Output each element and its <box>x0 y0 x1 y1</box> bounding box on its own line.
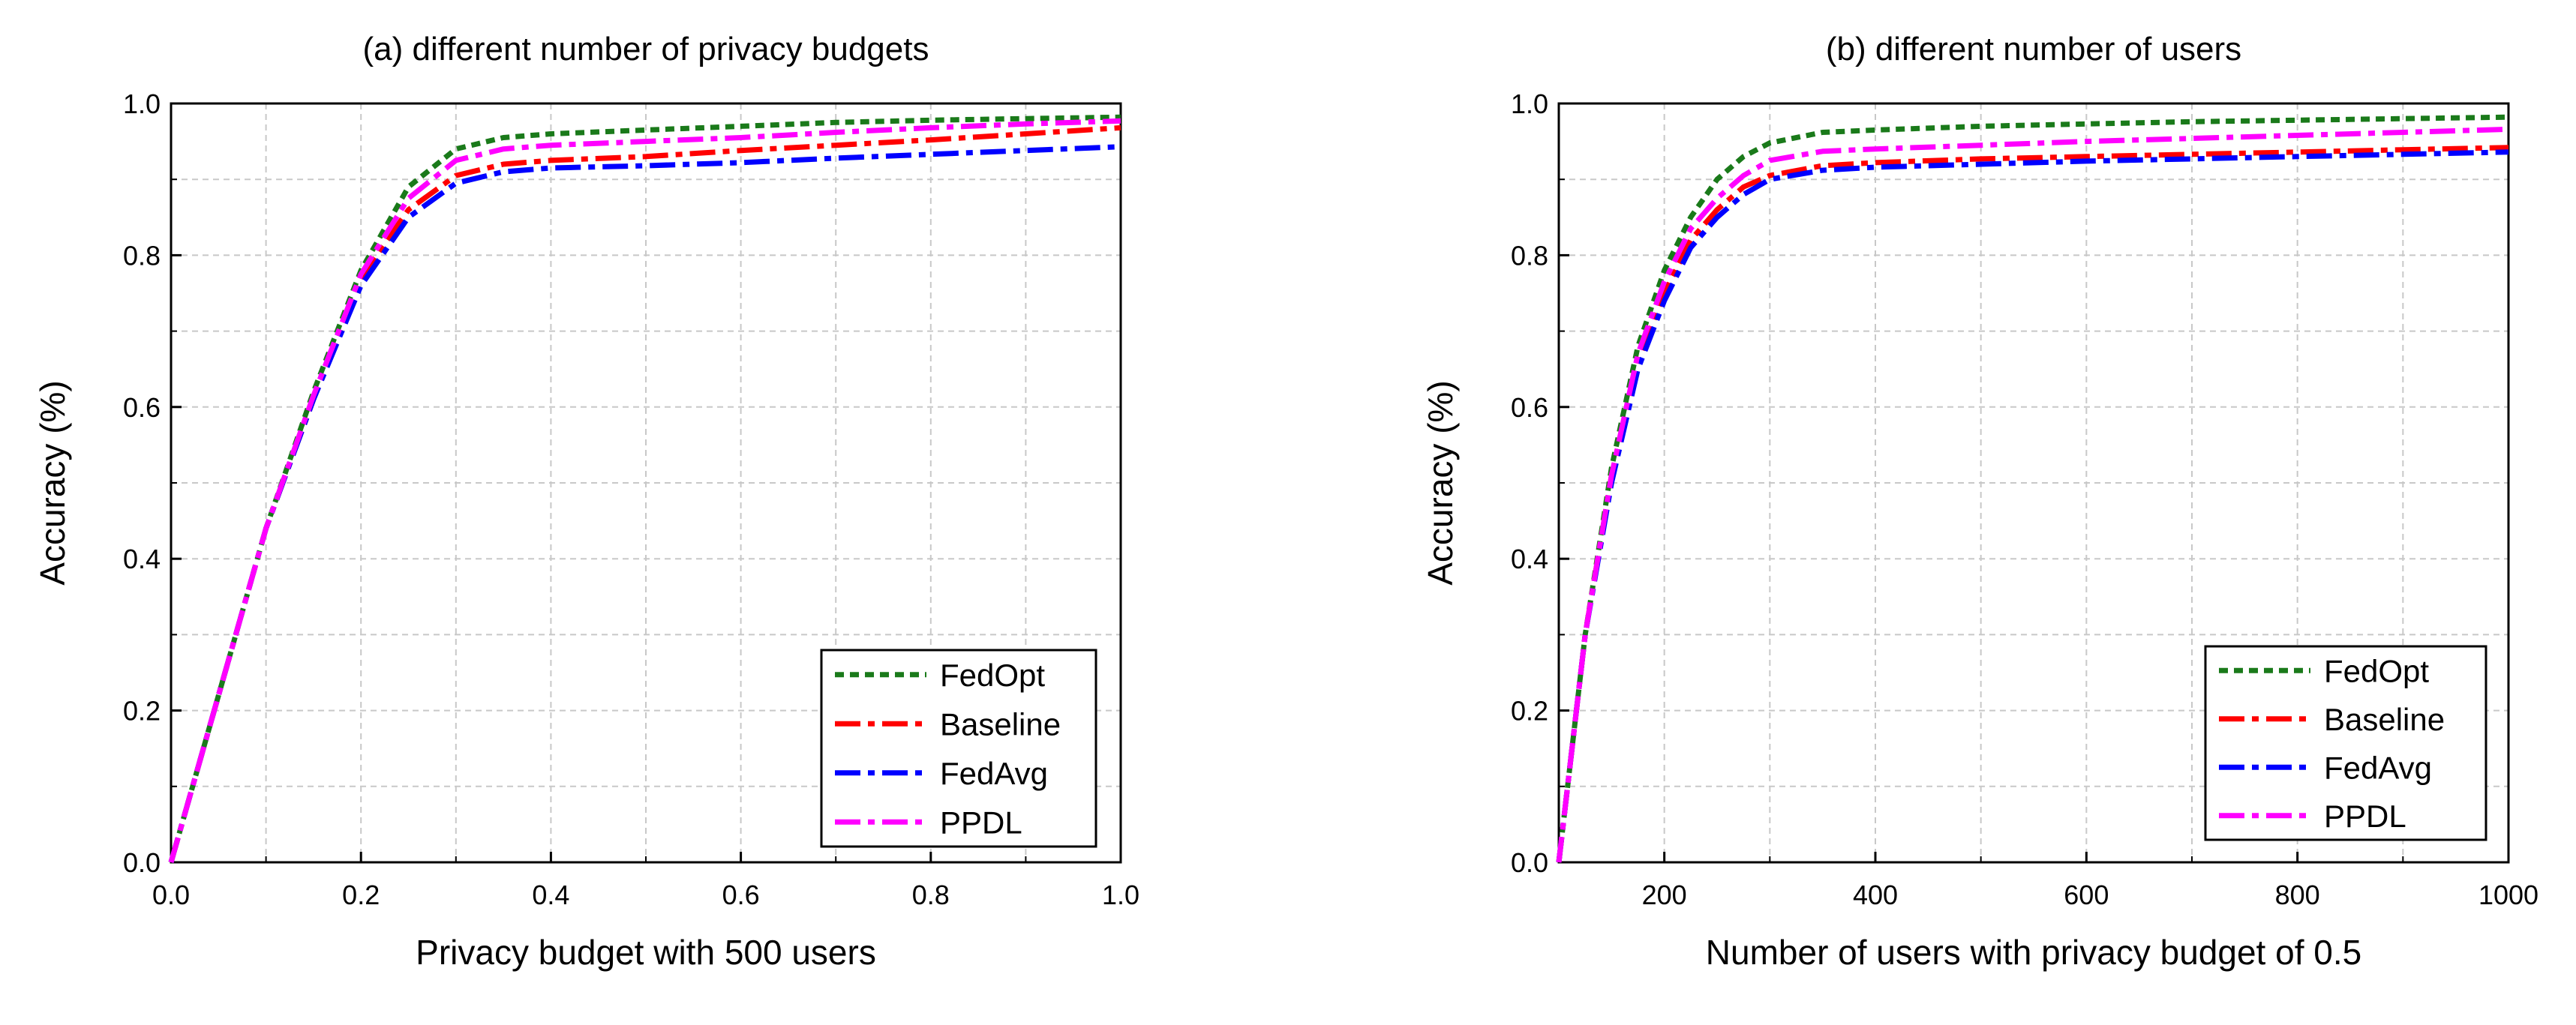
legend-label: FedAvg <box>940 756 1048 791</box>
legend: FedOpt Baseline FedAvg PPDL <box>2204 645 2487 841</box>
y-tick-label: 0.8 <box>1511 240 1548 271</box>
y-tick-label: 0.0 <box>123 847 161 878</box>
chart-title: (b) different number of users <box>1826 31 2241 67</box>
x-axis-label: Privacy budget with 500 users <box>416 933 876 972</box>
legend-label: PPDL <box>2324 799 2406 834</box>
chart-panel-a: (a) different number of privacy budgets 0… <box>33 31 1139 972</box>
x-axis-label: Number of users with privacy budget of 0… <box>1706 933 2361 972</box>
x-tick-label: 0.0 <box>152 880 190 910</box>
y-tick-label: 0.8 <box>123 240 161 271</box>
chart-panel-b: (b) different number of users 0.0 0.2 0.4 0.… <box>1421 31 2538 972</box>
series-line-ppdl <box>1556 126 2509 863</box>
series-line-fedavg <box>1556 149 2509 863</box>
legend-label: FedOpt <box>940 658 1045 693</box>
x-tick-label: 600 <box>2064 880 2109 910</box>
legend-box <box>820 649 1097 848</box>
y-tick-label: 0.2 <box>1511 696 1548 727</box>
y-tick-label: 0.4 <box>1511 544 1548 574</box>
legend-label: PPDL <box>940 805 1022 840</box>
x-tick-label: 0.2 <box>342 880 380 910</box>
x-tick-label: 0.8 <box>912 880 950 910</box>
legend-label: FedOpt <box>2324 653 2429 688</box>
legend-label: FedAvg <box>2324 750 2432 785</box>
legend-box <box>2204 645 2487 841</box>
legend: FedOpt Baseline FedAvg PPDL <box>820 649 1097 848</box>
plot-frame <box>170 102 1122 864</box>
x-tick-label: 0.6 <box>722 880 760 910</box>
series-line-baseline <box>1556 145 2509 863</box>
y-axis-label: Accuracy (%) <box>33 380 72 585</box>
x-tick-label: 1000 <box>2478 880 2538 910</box>
legend-label: Baseline <box>940 706 1061 742</box>
y-tick-label: 1.0 <box>123 88 161 119</box>
x-tick-label: 0.4 <box>532 880 569 910</box>
y-axis-label: Accuracy (%) <box>1421 380 1460 585</box>
chart-title: (a) different number of privacy budgets <box>363 31 929 67</box>
y-tick-label: 1.0 <box>1511 88 1548 119</box>
x-tick-label: 1.0 <box>1102 880 1139 910</box>
legend-label: Baseline <box>2324 702 2445 737</box>
y-tick-label: 0.4 <box>123 544 161 574</box>
y-tick-label: 0.6 <box>123 392 161 423</box>
plot-frame <box>1557 102 2510 864</box>
series-line-ppdl <box>168 118 1121 863</box>
y-tick-label: 0.2 <box>123 696 161 727</box>
y-tick-label: 0.6 <box>1511 392 1548 423</box>
x-tick-label: 800 <box>2275 880 2320 910</box>
x-tick-label: 400 <box>1853 880 1898 910</box>
y-tick-label: 0.0 <box>1511 847 1548 878</box>
x-tick-label: 200 <box>1642 880 1687 910</box>
